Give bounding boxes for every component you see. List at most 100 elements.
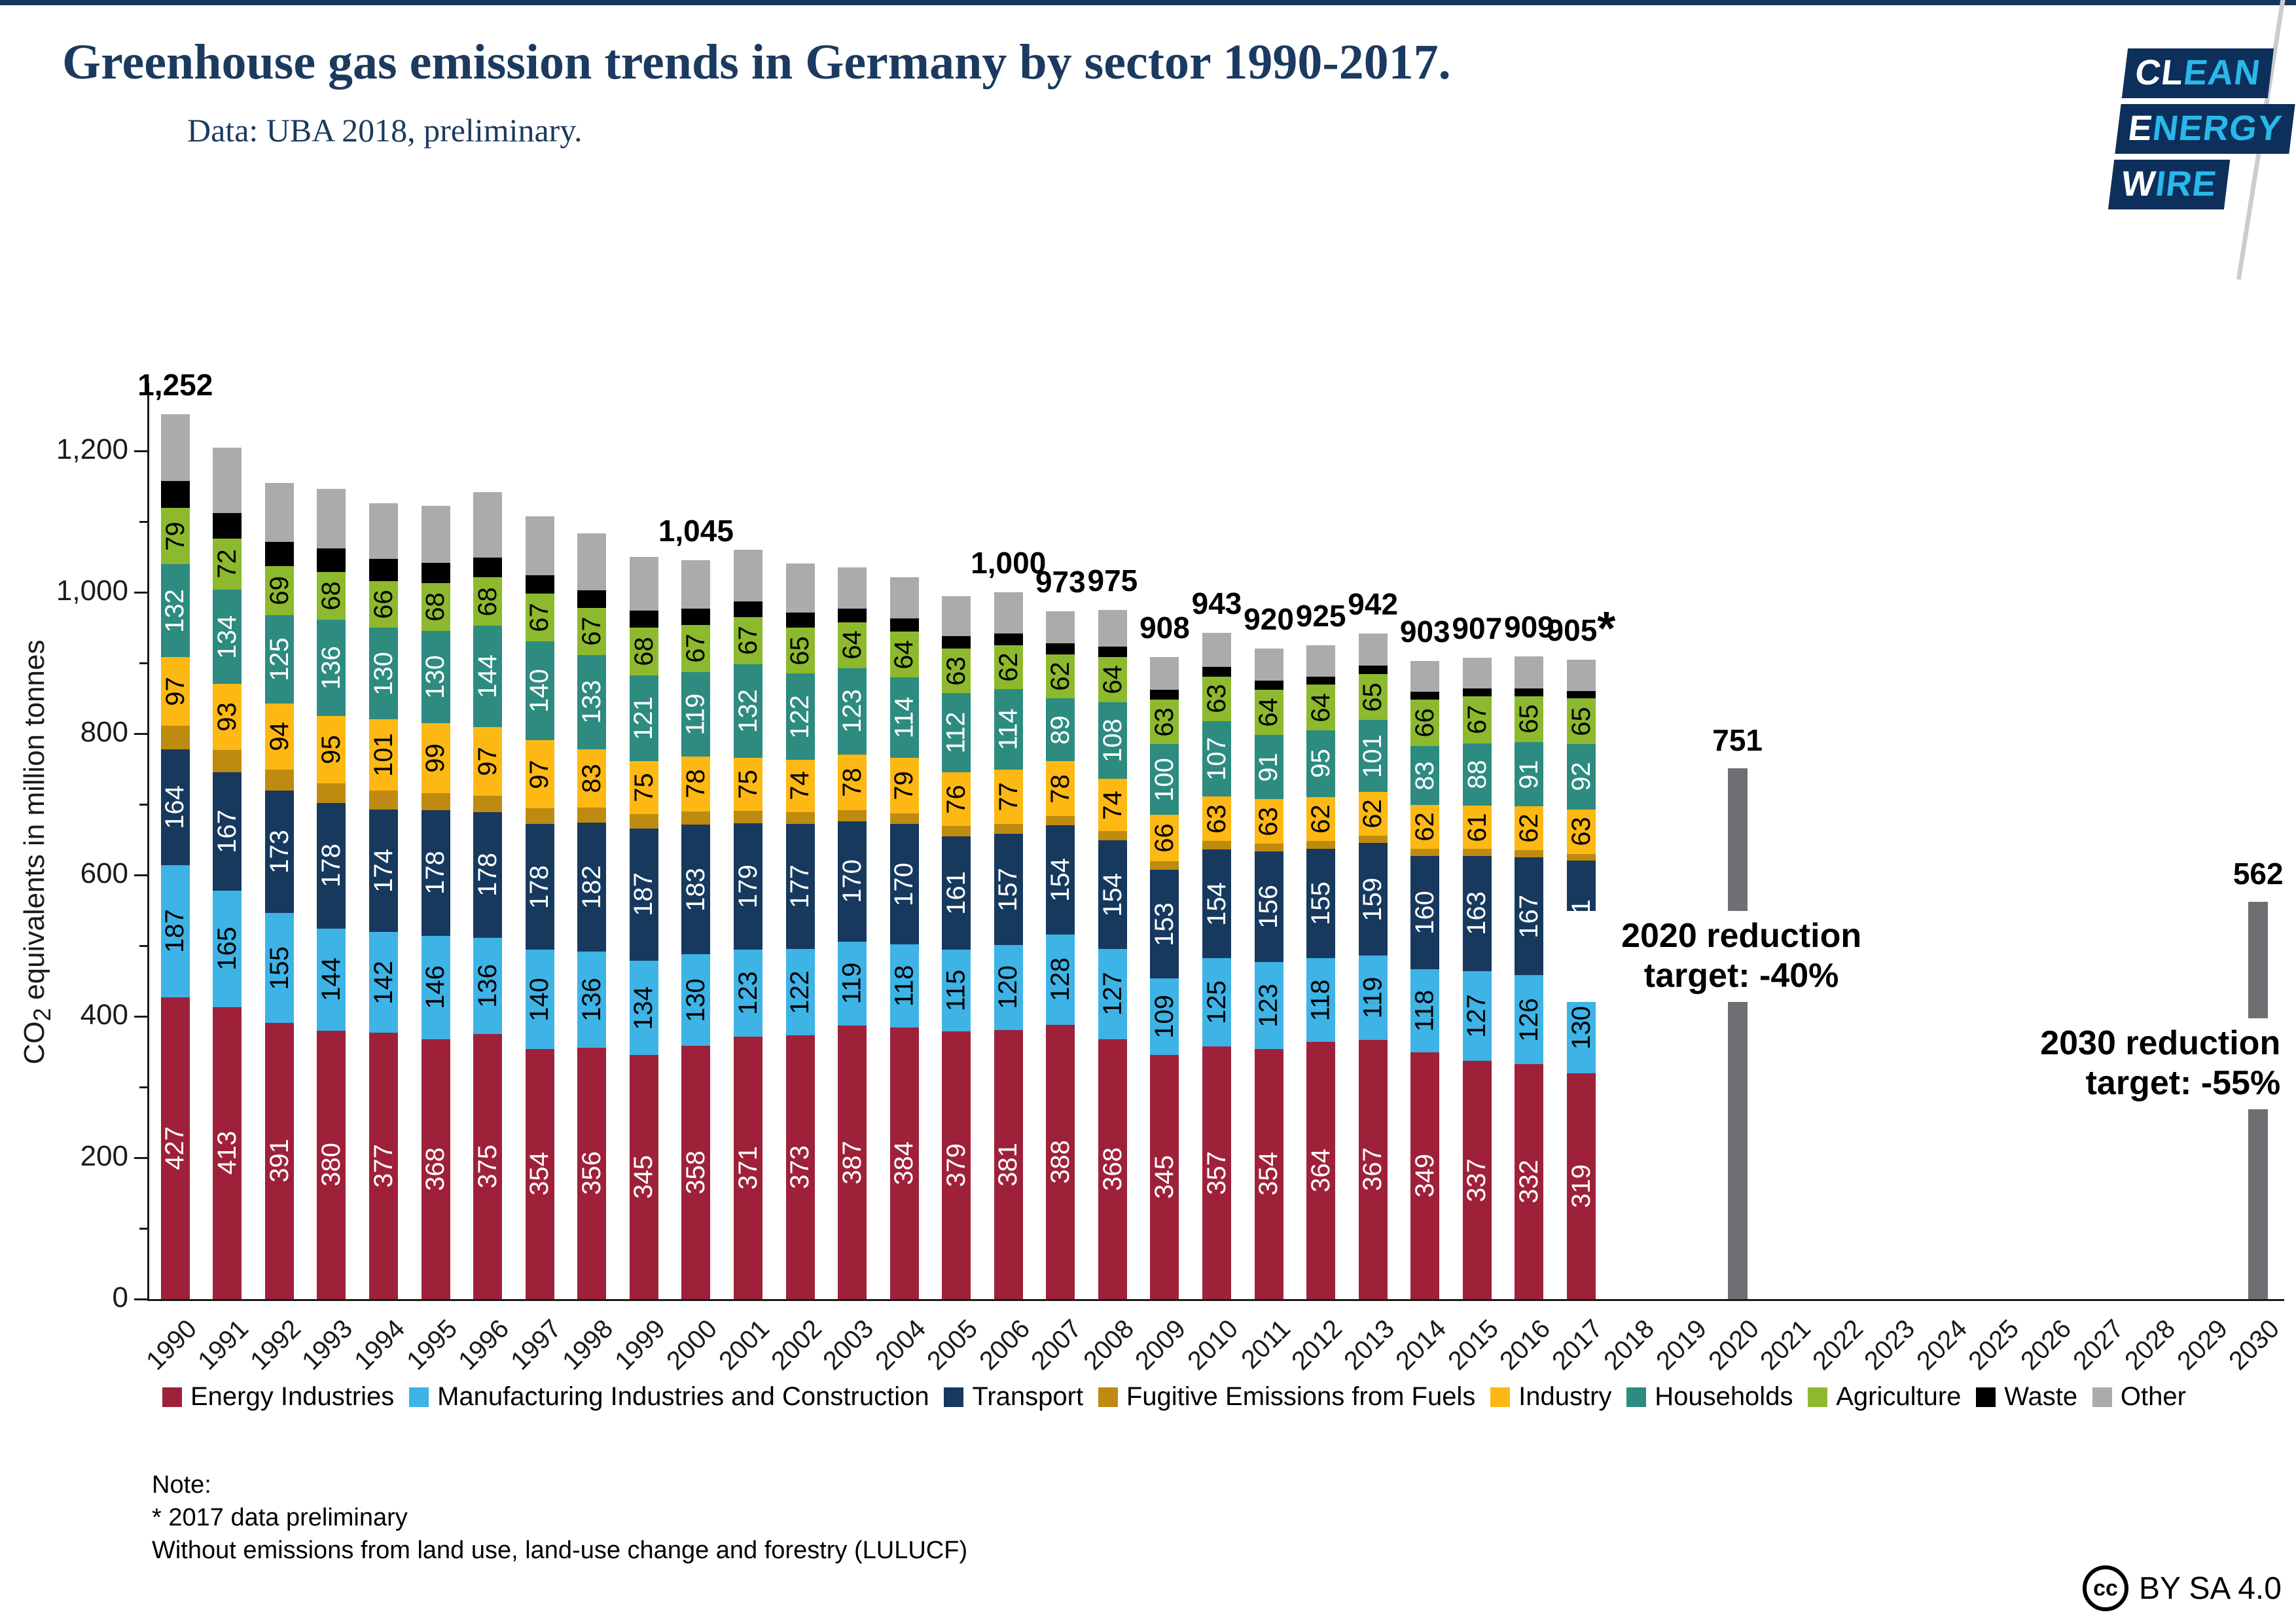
bar-value-label: 63	[1202, 804, 1231, 834]
bar-segment-agriculture-2002: 65	[785, 628, 815, 674]
y-axis-tick	[139, 945, 147, 947]
bar-segment-agriculture-2017: 65	[1566, 698, 1596, 745]
footnote: Note: * 2017 data preliminary Without em…	[152, 1469, 967, 1567]
bar-segment-waste-2017	[1566, 691, 1596, 698]
bar-segment-energy-industries-2002: 373	[785, 1035, 815, 1299]
bar-segment-industry-2004: 79	[889, 757, 919, 814]
bar-segment-energy-industries-1990: 427	[160, 997, 190, 1299]
bar-segment-other-2007	[1046, 611, 1075, 643]
y-axis-tick-label: 1,000	[56, 575, 128, 607]
bar-total-label-2000: 1,045	[658, 514, 734, 548]
bar-segment-households-1990: 132	[160, 563, 190, 658]
bar-segment-waste-1991	[213, 513, 242, 539]
bar-value-label: 66	[1410, 708, 1439, 738]
bar-segment-households-2000: 119	[681, 672, 711, 757]
bar-segment-transport-2004: 170	[889, 824, 919, 944]
legend-swatch	[2092, 1387, 2112, 1407]
bar-segment-households-2013: 101	[1358, 720, 1388, 792]
bar-value-label: 97	[525, 759, 554, 789]
bar-value-label: 68	[421, 592, 450, 622]
bar-segment-other-1991	[213, 447, 242, 514]
bar-segment-households-2005: 112	[942, 693, 971, 773]
target-bar-value-2020: 751	[1712, 722, 1763, 757]
bar-segment-transport-1993: 178	[316, 802, 346, 929]
bar-value-label: 373	[785, 1145, 814, 1189]
bar-segment-fugitive-emissions-from-fuels-2013	[1358, 835, 1388, 844]
bar-segment-industry-2010: 63	[1202, 796, 1231, 842]
bar-total-label-2006: 1,000	[971, 546, 1047, 580]
bar-value-label: 115	[941, 969, 971, 1012]
bar-segment-fugitive-emissions-from-fuels-2016	[1515, 850, 1544, 857]
legend-swatch	[1626, 1387, 1647, 1407]
y-axis-title: CO2 equivalents in million tonnes	[18, 639, 56, 1065]
bar-value-label: 156	[1254, 885, 1283, 929]
bar-segment-manufacturing-industries-and-construction-2013: 119	[1358, 955, 1388, 1040]
bar-segment-waste-2015	[1462, 688, 1492, 696]
bar-segment-manufacturing-industries-and-construction-2011: 123	[1254, 961, 1283, 1049]
bar-segment-energy-industries-1998: 356	[577, 1047, 607, 1299]
bar-value-label: 187	[629, 872, 658, 917]
bar-segment-waste-2002	[785, 613, 815, 628]
bar-value-label: 381	[994, 1142, 1023, 1186]
bar-segment-manufacturing-industries-and-construction-2007: 128	[1046, 934, 1075, 1025]
bar-segment-other-2005	[942, 596, 971, 636]
bar-value-label: 144	[473, 654, 502, 698]
bar-segment-other-1995	[421, 506, 450, 563]
bar-value-label: 75	[629, 773, 658, 802]
bar-segment-transport-2005: 161	[942, 836, 971, 950]
bar-total-label-2009: 908	[1139, 611, 1190, 645]
bar-value-label: 178	[316, 844, 346, 888]
legend-item: Energy Industries	[162, 1382, 394, 1412]
y-axis-tick	[134, 450, 147, 452]
bar-segment-fugitive-emissions-from-fuels-2005	[942, 826, 971, 836]
bar-value-label: 101	[368, 733, 398, 777]
bar-segment-households-2014: 83	[1410, 746, 1440, 806]
bar-segment-waste-2011	[1254, 681, 1283, 690]
bar-segment-energy-industries-2008: 368	[1098, 1039, 1127, 1299]
bar-segment-industry-2015: 61	[1462, 806, 1492, 849]
bar-value-label: 95	[1306, 749, 1335, 779]
bar-segment-manufacturing-industries-and-construction-1998: 136	[577, 951, 607, 1048]
y-axis-tick	[134, 1016, 147, 1018]
bar-segment-other-2004	[889, 577, 919, 618]
bar-value-label: 114	[889, 696, 919, 739]
bar-value-label: 154	[1202, 882, 1231, 926]
y-axis-tick	[139, 662, 147, 664]
bar-segment-fugitive-emissions-from-fuels-2004	[889, 813, 919, 825]
preliminary-asterisk: *	[1597, 602, 1616, 655]
bar-value-label: 65	[1566, 706, 1596, 736]
bar-segment-transport-2016: 167	[1515, 857, 1544, 976]
bar-value-label: 67	[525, 603, 554, 632]
bar-value-label: 130	[368, 651, 398, 696]
bar-value-label: 134	[212, 615, 242, 659]
legend-swatch	[1098, 1387, 1118, 1407]
top-accent-bar	[0, 0, 2296, 5]
bar-value-label: 65	[1358, 683, 1388, 712]
footnote-line: * 2017 data preliminary	[152, 1504, 408, 1532]
bar-total-label-2008: 975	[1087, 563, 1138, 597]
bar-segment-industry-1998: 83	[577, 749, 607, 808]
bar-value-label: 174	[368, 849, 398, 893]
target-text-2020: 2020 reduction target: -40%	[1554, 911, 1929, 1002]
bar-segment-energy-industries-2005: 379	[942, 1031, 971, 1299]
bar-value-label: 99	[421, 743, 450, 773]
bar-segment-waste-1992	[264, 542, 294, 567]
bar-segment-energy-industries-2015: 337	[1462, 1061, 1492, 1299]
bar-segment-households-2012: 95	[1306, 730, 1336, 798]
bar-value-label: 140	[525, 977, 554, 1022]
bar-segment-manufacturing-industries-and-construction-2004: 118	[889, 944, 919, 1028]
bar-value-label: 83	[577, 764, 606, 793]
bar-value-label: 164	[160, 785, 190, 829]
bar-total-label-2011: 920	[1244, 602, 1294, 637]
chart-legend: Energy Industries Manufacturing Industrie…	[162, 1382, 2186, 1412]
legend-label: Transport	[972, 1382, 1084, 1411]
bar-value-label: 132	[160, 588, 190, 633]
bar-value-label: 65	[1514, 704, 1543, 734]
bar-segment-other-2009	[1150, 657, 1179, 690]
bar-segment-households-1992: 125	[264, 615, 294, 704]
bar-segment-households-1993: 136	[317, 620, 346, 716]
bar-segment-waste-1990	[160, 481, 190, 508]
bar-value-label: 64	[1098, 665, 1127, 695]
bar-segment-households-2009: 100	[1150, 744, 1179, 815]
bar-value-label: 63	[941, 656, 971, 686]
